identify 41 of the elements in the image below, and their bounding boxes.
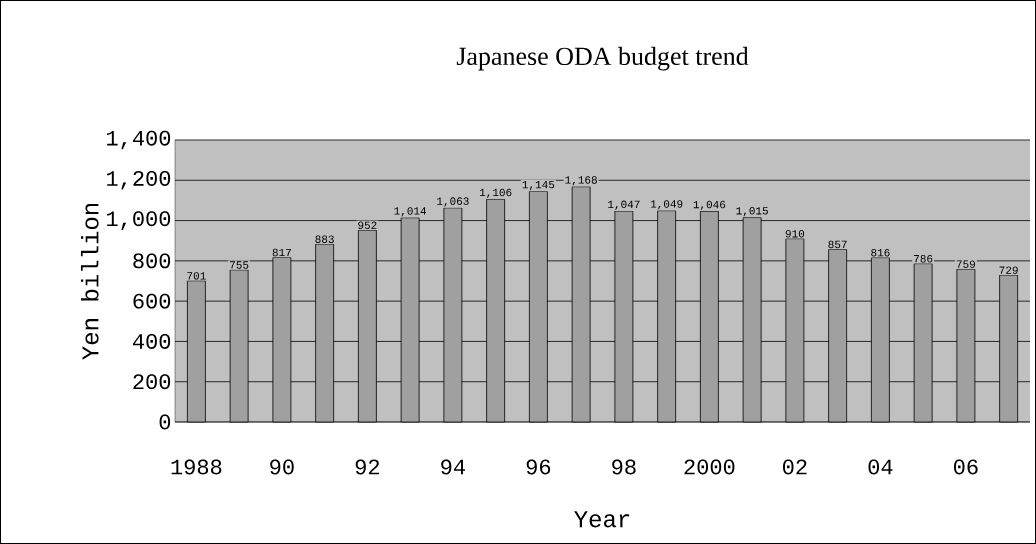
- data-label: 1,046: [693, 200, 726, 211]
- y-axis-title: Yen billion: [80, 203, 99, 360]
- data-label: 729: [999, 266, 1018, 274]
- y-tick-label: 1,000: [107, 211, 171, 230]
- data-label: 1,168: [565, 176, 597, 186]
- data-label: 1,015: [736, 207, 768, 217]
- x-tick-label: 2000: [684, 459, 735, 475]
- x-tick-label: 02: [783, 459, 807, 475]
- x-axis-title: Year: [574, 511, 630, 528]
- x-tick-label: 96: [526, 459, 551, 475]
- data-label: 883: [315, 235, 334, 243]
- y-tick-label: 600: [133, 293, 171, 309]
- x-tick-label: 90: [270, 459, 294, 475]
- x-tick-label: 06: [954, 459, 978, 475]
- data-label: 1,063: [437, 197, 469, 207]
- data-label: 759: [956, 260, 976, 268]
- data-label: 857: [828, 240, 847, 249]
- data-label: 1,106: [479, 188, 512, 199]
- x-tick-label: 04: [868, 459, 893, 475]
- data-label: 786: [914, 255, 933, 263]
- data-label: 1,049: [650, 200, 683, 210]
- x-tick-label: 98: [612, 459, 636, 475]
- data-label: 701: [187, 272, 206, 280]
- data-label: 952: [358, 221, 377, 230]
- y-tick-label: 1,400: [107, 130, 171, 150]
- data-label: 1,047: [608, 200, 640, 210]
- y-tick-label: 400: [132, 333, 171, 349]
- data-label: 817: [272, 248, 291, 257]
- y-tick-label: 1,200: [107, 170, 171, 190]
- x-tick-label: 1988: [171, 459, 222, 475]
- data-label: 816: [871, 248, 890, 257]
- chart-title: Japanese ODA budget trend: [456, 46, 749, 71]
- data-label: 1,145: [522, 180, 555, 191]
- y-tick-label: 0: [159, 414, 171, 430]
- data-label: 1,014: [394, 207, 427, 217]
- data-label: 755: [230, 261, 249, 269]
- data-label: 910: [785, 230, 805, 238]
- x-tick-label: 94: [441, 459, 465, 475]
- x-tick-label: 92: [355, 459, 380, 475]
- y-tick-label: 800: [133, 253, 171, 269]
- y-tick-label: 200: [133, 374, 171, 390]
